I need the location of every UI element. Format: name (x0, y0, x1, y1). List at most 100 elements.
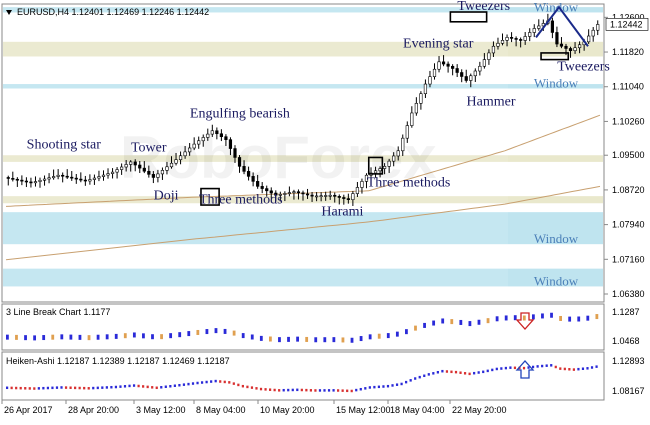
pattern-box-0 (200, 187, 220, 206)
heiken-ashi-bar (495, 367, 498, 371)
line-break-brick (51, 334, 55, 340)
candle-body (197, 140, 201, 145)
candle-body (70, 176, 74, 179)
line-break-brick (504, 315, 508, 321)
heiken-ashi-bar (355, 388, 358, 392)
heiken-ashi-bar (119, 385, 122, 388)
heiken-ashi-bar (373, 385, 376, 389)
y-tick-label: 1.07940 (612, 220, 645, 230)
line-break-brick (15, 334, 18, 340)
heiken-ashi-bar (259, 387, 263, 391)
heiken-ashi-bar (205, 380, 208, 384)
y-tick-label: 1.06380 (612, 289, 645, 299)
pattern-label-3: Engulfing bearish (190, 106, 290, 121)
heiken-ashi-bar (305, 388, 308, 392)
x-tick-label: 15 May 12:00 (336, 405, 391, 415)
line-break-brick (33, 335, 37, 341)
heiken-ashi-bar (377, 385, 381, 389)
heiken-ashi-bar (468, 372, 471, 376)
candle-body (573, 47, 577, 52)
y-tick-label: 1.09500 (612, 150, 645, 160)
line-break-brick (495, 316, 499, 322)
pattern-box-1 (367, 156, 384, 175)
heiken-ashi-bar (368, 386, 371, 389)
line-break-brick (386, 333, 390, 339)
line-break-brick (105, 334, 109, 340)
candle-body (509, 37, 514, 39)
x-tick-label: 22 May 20:00 (452, 405, 507, 415)
heiken-ashi-bar (405, 380, 408, 384)
heiken-ashi-bar (581, 367, 585, 370)
line-break-brick (241, 333, 245, 339)
candle-body (237, 157, 242, 167)
heiken-ashi-tick: 1.08167 (612, 386, 645, 396)
heiken-ashi-bar (232, 382, 235, 385)
candle-body (138, 164, 142, 169)
heiken-ashi-bar (559, 367, 562, 370)
heiken-ashi-bar (101, 386, 104, 389)
heiken-ashi-bar (264, 388, 267, 391)
line-break-brick (123, 333, 127, 339)
heiken-ashi-bar (572, 368, 575, 371)
heiken-ashi-bar (359, 387, 362, 391)
candle-body (324, 195, 328, 197)
arrow-up-icon (515, 360, 535, 379)
candle-body (351, 193, 355, 201)
heiken-ashi-bar (19, 386, 22, 390)
candle-body (228, 139, 233, 149)
candle-body (88, 179, 92, 182)
heiken-ashi-bar (155, 386, 158, 390)
candle-body (396, 150, 400, 157)
candle-body (528, 32, 532, 37)
line-break-title: 3 Line Break Chart 1.1177 (6, 307, 110, 317)
line-break-brick (196, 329, 200, 335)
zone-edge-5 (508, 212, 603, 245)
candle-body (33, 181, 38, 184)
y-tick-label: 1.08720 (612, 185, 645, 195)
candle-body (460, 72, 464, 77)
candle-body (500, 40, 505, 44)
candle-body (532, 28, 536, 33)
heiken-ashi-bar (337, 389, 340, 392)
forecast-zigzag (535, 5, 589, 47)
line-break-brick (305, 336, 309, 342)
line-break-brick (468, 321, 472, 327)
heiken-ashi-bar (268, 388, 272, 391)
heiken-ashi-bar (164, 385, 167, 389)
candle-body (577, 44, 582, 49)
zone-2 (3, 84, 508, 89)
candle-body (124, 164, 128, 168)
heiken-ashi-bar (504, 366, 507, 370)
candle-body (378, 168, 382, 172)
line-break-brick (287, 336, 290, 342)
zone-edge-6 (508, 268, 603, 287)
line-break-brick (432, 320, 436, 326)
heiken-ashi-bar (191, 382, 195, 385)
candle-body (405, 125, 409, 139)
heiken-ashi-bar (563, 367, 566, 371)
candle-body (596, 24, 600, 31)
zone-edge-0 (508, 7, 603, 13)
candle-body (550, 20, 554, 33)
line-break-brick (423, 322, 426, 328)
candle-body (260, 186, 264, 189)
heiken-ashi-bar (196, 381, 199, 385)
heiken-ashi-bar (391, 384, 394, 387)
candle-body (129, 161, 133, 165)
candle-body (79, 178, 83, 181)
candle-body (74, 177, 78, 180)
candle-body (178, 155, 183, 160)
line-break-brick (441, 318, 445, 324)
heiken-ashi-bar (51, 386, 54, 390)
heiken-ashi-bar (314, 389, 317, 392)
candle-body (287, 192, 291, 194)
candle-body (514, 38, 518, 40)
line-break-brick (278, 337, 281, 343)
x-tick-label: 10 May 20:00 (260, 405, 315, 415)
candle-body (296, 191, 301, 194)
heiken-ashi-bar (364, 387, 367, 390)
candle-body (355, 187, 360, 194)
candle-body (52, 176, 56, 179)
dropdown-triangle-icon (6, 10, 12, 15)
